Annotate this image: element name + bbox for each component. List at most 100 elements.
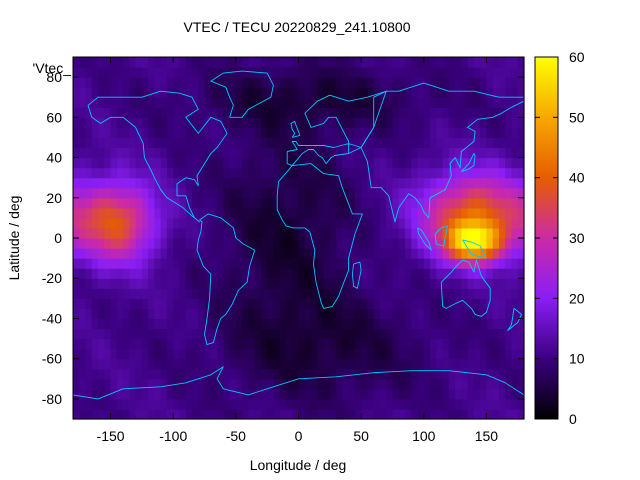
heatmap-cell — [179, 338, 187, 350]
heatmap-cell — [398, 147, 406, 159]
heatmap-cell — [498, 238, 506, 249]
heatmap-cell — [79, 278, 87, 289]
heatmap-cell — [373, 318, 381, 330]
heatmap-cell — [173, 77, 181, 88]
heatmap-cell — [204, 207, 212, 219]
heatmap-cell — [361, 97, 368, 108]
heatmap-cell — [129, 197, 137, 209]
heatmap-cell — [204, 127, 212, 139]
heatmap-cell — [185, 378, 193, 390]
heatmap-cell — [361, 348, 368, 360]
heatmap-cell — [517, 268, 525, 279]
heatmap-cell — [173, 207, 181, 219]
heatmap-cell — [511, 57, 519, 68]
heatmap-cell — [141, 97, 149, 108]
heatmap-cell — [411, 388, 419, 400]
heatmap-cell — [248, 378, 256, 390]
heatmap-cell — [129, 238, 137, 249]
heatmap-cell — [148, 97, 156, 108]
heatmap-cell — [361, 308, 368, 320]
heatmap-cell — [173, 57, 181, 68]
heatmap-cell — [342, 167, 350, 179]
heatmap-cell — [392, 348, 400, 360]
heatmap-cell — [198, 97, 206, 108]
heatmap-cell — [248, 77, 256, 88]
heatmap-cell — [311, 278, 318, 289]
heatmap-cell — [348, 157, 356, 169]
heatmap-cell — [235, 157, 243, 169]
heatmap-cell — [298, 358, 306, 370]
heatmap-cell — [354, 358, 362, 370]
heatmap-cell — [354, 207, 362, 219]
heatmap-cell — [317, 348, 325, 360]
heatmap-cell — [123, 127, 130, 139]
heatmap-cell — [260, 127, 268, 139]
heatmap-cell — [317, 87, 325, 98]
heatmap-cell — [79, 288, 87, 299]
heatmap-cell — [254, 207, 262, 219]
heatmap-cell — [210, 238, 218, 249]
heatmap-cell — [185, 167, 193, 179]
heatmap-cell — [198, 177, 206, 189]
heatmap-cell — [235, 368, 243, 380]
heatmap-cell — [455, 348, 462, 360]
heatmap-cell — [223, 378, 231, 390]
heatmap-cell — [442, 258, 450, 269]
heatmap-cell — [79, 87, 87, 98]
heatmap-cell — [273, 298, 281, 309]
heatmap-cell — [430, 298, 437, 309]
heatmap-cell — [348, 217, 356, 229]
heatmap-cell — [304, 147, 312, 159]
heatmap-cell — [505, 368, 513, 380]
heatmap-cell — [386, 338, 394, 350]
heatmap-cell — [179, 127, 187, 139]
heatmap-cell — [473, 117, 481, 128]
heatmap-cell — [192, 77, 199, 88]
heatmap-cell — [505, 217, 513, 229]
heatmap-cell — [442, 368, 450, 380]
heatmap-cell — [392, 87, 400, 98]
heatmap-cell — [173, 67, 181, 78]
heatmap-cell — [217, 157, 224, 169]
heatmap-cell — [336, 308, 343, 320]
heatmap-cell — [392, 117, 400, 128]
heatmap-cell — [192, 107, 199, 118]
colorbar-tick-label: 40 — [569, 170, 585, 186]
heatmap-cell — [436, 388, 444, 400]
heatmap-cell — [185, 258, 193, 269]
heatmap-cell — [417, 368, 425, 380]
heatmap-cell — [448, 57, 456, 68]
heatmap-cell — [79, 117, 87, 128]
heatmap-cell — [311, 217, 318, 229]
heatmap-cell — [267, 238, 275, 249]
heatmap-cell — [110, 328, 118, 340]
heatmap-cell — [367, 298, 375, 309]
heatmap-cell — [517, 298, 525, 309]
heatmap-cell — [342, 398, 350, 410]
heatmap-cell — [154, 227, 162, 239]
heatmap-cell — [311, 258, 318, 269]
heatmap-cell — [398, 227, 406, 239]
heatmap-cell — [179, 238, 187, 249]
heatmap-cell — [348, 107, 356, 118]
heatmap-cell — [116, 107, 124, 118]
heatmap-cell — [417, 348, 425, 360]
heatmap-cell — [267, 67, 275, 78]
heatmap-cell — [98, 408, 105, 420]
heatmap-cell — [411, 127, 419, 139]
heatmap-cell — [373, 238, 381, 249]
heatmap-cell — [455, 197, 462, 209]
heatmap-cell — [367, 207, 375, 219]
heatmap-cell — [436, 308, 444, 320]
heatmap-cell — [91, 57, 99, 68]
heatmap-cell — [348, 67, 356, 78]
heatmap-cell — [267, 217, 275, 229]
heatmap-cell — [467, 328, 475, 340]
heatmap-cell — [292, 358, 300, 370]
heatmap-cell — [448, 107, 456, 118]
heatmap-cell — [348, 248, 356, 259]
heatmap-cell — [192, 288, 199, 299]
heatmap-cell — [98, 348, 105, 360]
heatmap-cell — [98, 338, 105, 350]
heatmap-cell — [467, 258, 475, 269]
